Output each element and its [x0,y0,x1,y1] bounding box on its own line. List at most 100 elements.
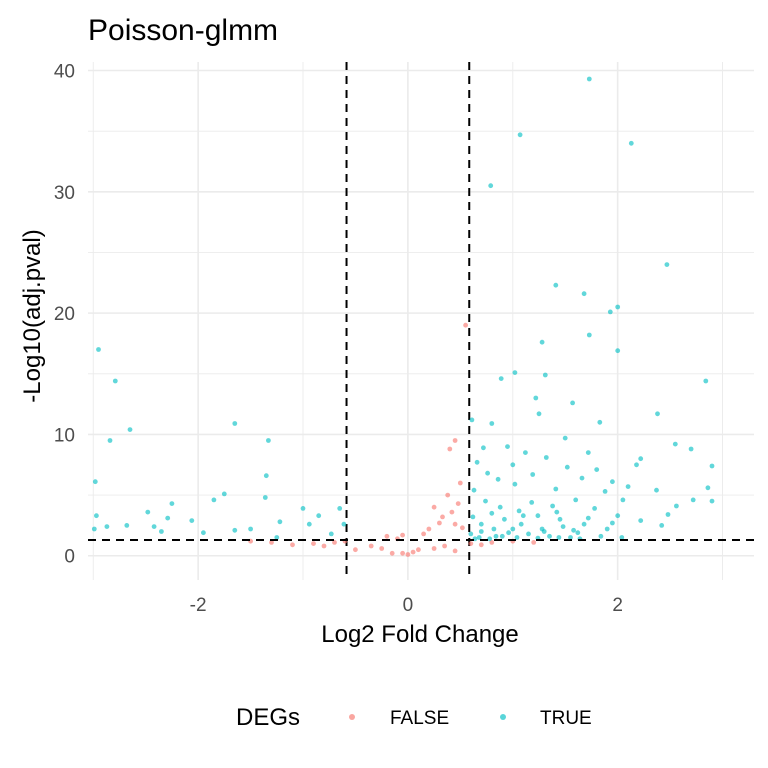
point-true [664,262,670,267]
point-true [124,523,130,528]
point-false [353,547,358,553]
point-true [638,456,644,462]
point-true [526,531,531,537]
point-false [452,521,458,527]
point-true [615,348,621,354]
x-tick-label: 0 [403,595,414,616]
point-true [585,515,591,521]
point-true [151,524,157,529]
point-true [91,526,97,532]
point-false [437,520,442,526]
point-true [489,510,495,516]
point-false [457,480,463,486]
point-true [602,489,608,494]
chart-title: Poisson-glmm [88,14,278,47]
point-false [332,540,337,545]
y-tick-label: 30 [54,183,75,204]
legend-false-key [349,714,355,720]
point-true [598,533,604,539]
point-true [201,530,206,536]
point-false [531,540,537,545]
point-true [341,521,347,527]
point-false [379,546,385,551]
point-true [562,435,568,441]
point-true [300,506,306,511]
point-true [512,370,518,375]
point-true [610,520,615,526]
point-true [478,521,484,527]
point-true [570,400,575,406]
point-true [470,514,476,520]
point-true [709,463,715,469]
point-true [625,484,631,489]
point-true [539,339,545,345]
point-false [311,541,316,546]
point-true [274,535,280,540]
point-false [431,504,437,510]
point-true [592,506,597,511]
point-false [269,540,274,545]
point-true [597,419,603,425]
point-false [400,550,405,556]
point-true [672,441,678,447]
point-true [705,485,711,491]
point-true [541,529,547,534]
point-true [474,459,480,465]
y-axis-title: -Log10(adj.pval) [19,229,46,402]
series-true-points [91,76,715,542]
point-true [610,479,615,485]
point-false [405,552,411,557]
point-true [478,529,484,534]
point-true [709,498,715,504]
point-true [266,438,271,443]
point-true [665,512,671,517]
point-true [487,536,493,542]
x-tick-label: 2 [612,595,623,616]
point-true [688,446,694,452]
point-true [471,487,477,493]
point-true [604,526,610,532]
point-true [594,467,600,472]
legend: DEGs FALSE TRUE [236,704,592,731]
point-true [468,531,474,537]
point-true [92,479,98,485]
point-true [581,291,587,297]
point-false [368,543,374,549]
point-false [445,492,451,498]
legend-true-label: TRUE [540,708,592,729]
y-axis-ticks: 0 10 20 30 40 [54,61,75,567]
point-true [535,513,541,519]
point-true [575,530,581,536]
point-true [481,445,486,451]
point-true [159,529,164,534]
point-true [554,509,560,515]
point-false [389,550,395,556]
point-true [547,533,552,539]
point-true [476,535,482,540]
point-true [560,524,566,529]
point-true [277,519,283,525]
point-true [510,526,516,532]
point-true [690,497,696,503]
point-true [485,470,490,476]
point-true [497,504,503,510]
point-false [452,438,458,443]
point-true [529,500,535,505]
point-true [94,513,99,519]
point-true [328,531,334,537]
point-false [452,548,458,554]
point-true [607,309,613,315]
grid-lines [88,62,754,580]
point-true [505,444,510,449]
y-tick-label: 0 [64,547,75,568]
point-true [568,535,573,540]
point-true [638,518,644,523]
point-false [463,322,468,328]
point-true [628,140,634,146]
point-true [493,533,499,539]
point-false [321,543,327,549]
point-true [586,332,592,338]
point-true [104,524,110,529]
point-true [489,421,495,426]
